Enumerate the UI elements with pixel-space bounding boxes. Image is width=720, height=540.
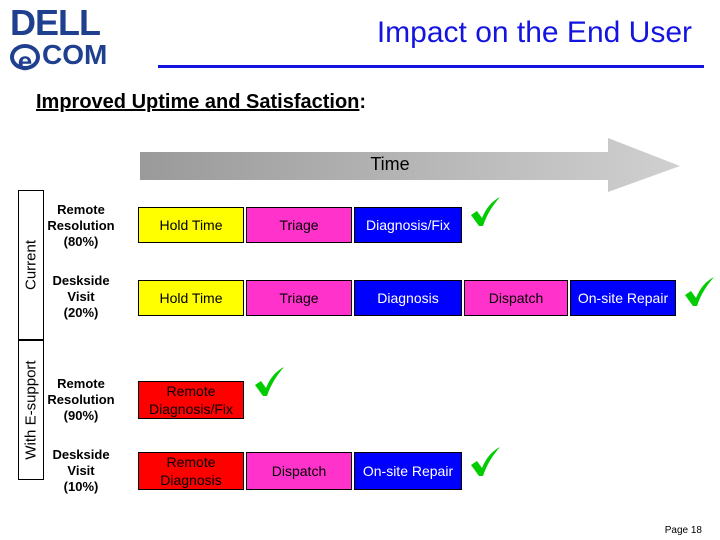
checkmark-icon [255, 367, 284, 396]
step-onsite-repair: On-site Repair [570, 280, 676, 316]
logo-com-text: COM [42, 39, 108, 70]
step-triage: Triage [246, 280, 352, 316]
subtitle: Improved Uptime and Satisfaction: [36, 91, 366, 114]
time-label: Time [370, 154, 410, 174]
page-title: Impact on the End User [376, 16, 692, 49]
checkmark-icon [685, 277, 714, 306]
step-diagnosis: Diagnosis [354, 280, 462, 316]
group-esupport-text: With E-support [22, 360, 40, 460]
step-dispatch: Dispatch [464, 280, 568, 316]
title-underline [158, 65, 704, 68]
subtitle-text: Improved Uptime and Satisfaction [36, 91, 360, 113]
checkmark-icon [471, 197, 500, 226]
group-current-label: Current [18, 190, 44, 340]
logo-e-mark: e [10, 43, 40, 74]
row-label-esupport-deskside: Deskside Visit (10%) [52, 447, 110, 494]
page-number: Page 18 [664, 525, 702, 536]
group-current-text: Current [22, 239, 40, 291]
step-remote-diagnosis-fix: Remote Diagnosis/Fix [138, 381, 244, 419]
step-onsite-repair: On-site Repair [354, 452, 462, 490]
step-remote-diagnosis: Remote Diagnosis [138, 452, 244, 490]
step-hold-time: Hold Time [138, 207, 244, 243]
dell-logo: DELL [10, 2, 101, 43]
step-triage: Triage [246, 207, 352, 243]
row-label-current-remote: Remote Resolution (80%) [47, 202, 115, 249]
step-hold-time: Hold Time [138, 280, 244, 316]
subtitle-colon: : [359, 91, 367, 113]
ecom-logo: e COM [10, 39, 108, 74]
row-label-esupport-remote: Remote Resolution (90%) [47, 376, 115, 423]
checkmark-icon [471, 447, 500, 476]
step-diagnosis-fix: Diagnosis/Fix [354, 207, 462, 243]
time-arrow-icon [140, 138, 680, 192]
step-dispatch: Dispatch [246, 452, 352, 490]
row-label-current-deskside: Deskside Visit (20%) [52, 273, 110, 320]
group-esupport-label: With E-support [18, 340, 44, 480]
